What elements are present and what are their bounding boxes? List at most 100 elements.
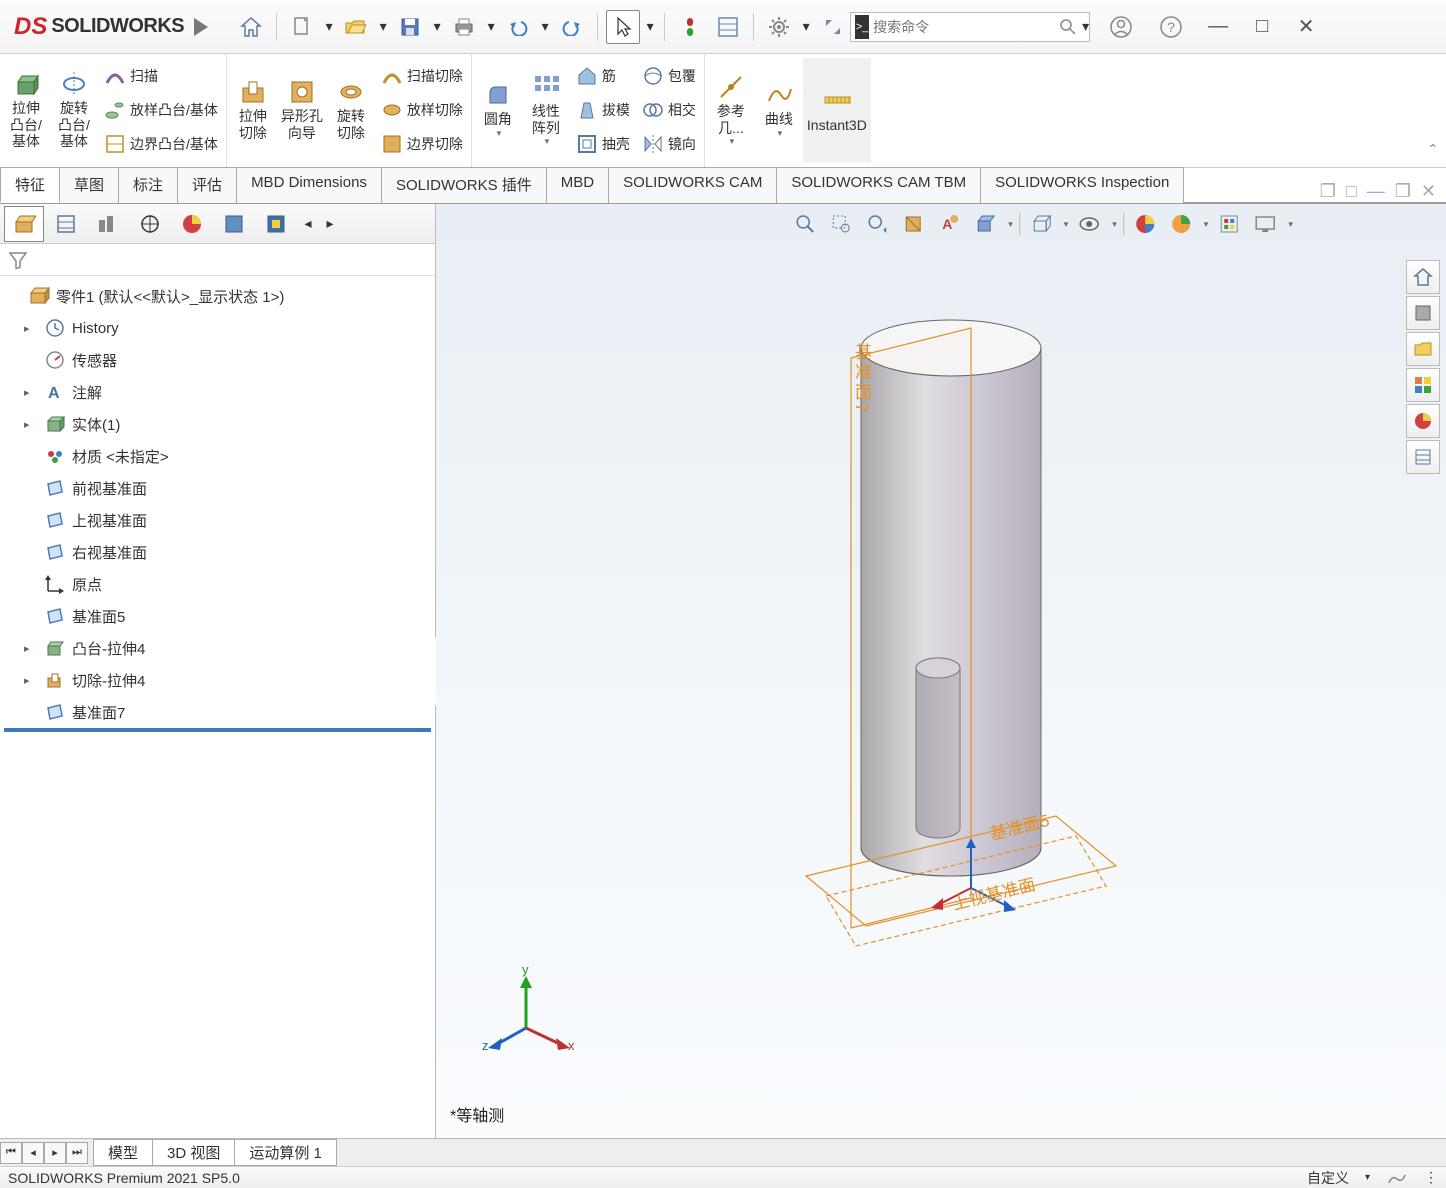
expand-icon[interactable]: ▸ — [24, 322, 38, 335]
btab-last[interactable]: ⏭ — [66, 1142, 88, 1164]
command-tab-8[interactable]: SOLIDWORKS CAM TBM — [776, 167, 981, 203]
settings-dropdown[interactable]: ▾ — [800, 18, 812, 35]
shell-button[interactable]: 抽壳 — [570, 127, 636, 161]
bottom-tab-2[interactable]: 运动算例 1 — [234, 1139, 337, 1166]
view-orientation-button[interactable] — [970, 210, 1000, 238]
hide-show-dropdown[interactable]: ▾ — [1112, 219, 1117, 230]
boundary-cut-button[interactable]: 边界切除 — [375, 127, 469, 161]
view-settings-button[interactable] — [1250, 210, 1280, 238]
expand-icon[interactable]: ▸ — [24, 386, 38, 399]
loft-cut-button[interactable]: 放样切除 — [375, 93, 469, 127]
expand-button[interactable] — [816, 10, 850, 44]
ref-geometry-button[interactable]: 参考 几...▾ — [707, 58, 755, 162]
resources-pane-button[interactable] — [1406, 296, 1440, 330]
scene-button[interactable] — [1166, 210, 1196, 238]
boundary-button[interactable]: 边界凸台/基体 — [98, 127, 224, 161]
revolve-boss-button[interactable]: 旋转 凸台/ 基体 — [50, 58, 98, 162]
tree-node-2[interactable]: ▸A注解 — [0, 376, 435, 408]
draft-button[interactable]: 拔模 — [570, 93, 636, 127]
appearances-pane-button[interactable] — [1406, 440, 1440, 474]
search-input[interactable] — [873, 19, 1054, 35]
tree-node-9[interactable]: 基准面5 — [0, 600, 435, 632]
mirror-button[interactable]: 镜向 — [636, 127, 702, 161]
search-icon[interactable] — [1054, 19, 1082, 35]
btab-first[interactable]: ⏮ — [0, 1142, 22, 1164]
status-more-icon[interactable]: ⋮ — [1424, 1169, 1438, 1186]
more-tabs-icon[interactable]: ◂ — [298, 206, 318, 242]
dynamic-annotation-button[interactable]: A — [934, 210, 964, 238]
section-view-button[interactable] — [898, 210, 928, 238]
tree-filter[interactable] — [0, 244, 435, 276]
tree-node-1[interactable]: 传感器 — [0, 344, 435, 376]
command-tab-0[interactable]: 特征 — [0, 167, 60, 203]
maximize-button[interactable]: □ — [1252, 17, 1272, 37]
doc-minimize-icon[interactable]: — — [1367, 181, 1385, 202]
doc-close-icon[interactable]: ✕ — [1421, 181, 1436, 202]
display-style-dropdown[interactable]: ▾ — [1064, 219, 1069, 230]
command-tab-5[interactable]: SOLIDWORKS 插件 — [381, 167, 547, 203]
rib-button[interactable]: 筋 — [570, 59, 636, 93]
rebuild-button[interactable] — [673, 10, 707, 44]
cam-manager-tab[interactable] — [214, 206, 254, 242]
select-dropdown[interactable]: ▾ — [644, 18, 656, 35]
tree-node-12[interactable]: 基准面7 — [0, 696, 435, 728]
expand-icon[interactable]: ▸ — [24, 642, 38, 655]
btab-prev[interactable]: ◂ — [22, 1142, 44, 1164]
zoom-area-button[interactable] — [826, 210, 856, 238]
sweep-button[interactable]: 扫描 — [98, 59, 224, 93]
tree-node-11[interactable]: ▸切除-拉伸4 — [0, 664, 435, 696]
property-manager-tab[interactable] — [46, 206, 86, 242]
extrude-cut-button[interactable]: 拉伸 切除 — [229, 58, 277, 162]
redo-button[interactable] — [555, 10, 589, 44]
help-button[interactable]: ? — [1154, 10, 1188, 44]
sweep-cut-button[interactable]: 扫描切除 — [375, 59, 469, 93]
save-dropdown[interactable]: ▾ — [431, 18, 443, 35]
command-tab-1[interactable]: 草图 — [59, 167, 119, 203]
more-tabs-right-icon[interactable]: ▸ — [320, 206, 340, 242]
search-box[interactable]: >_ ▾ — [850, 12, 1090, 42]
btab-next[interactable]: ▸ — [44, 1142, 66, 1164]
expand-icon[interactable]: ▸ — [24, 418, 38, 431]
doc-maximize-icon[interactable]: □ — [1346, 181, 1357, 202]
home-button[interactable] — [234, 10, 268, 44]
scene-dropdown[interactable]: ▾ — [1204, 219, 1209, 230]
tree-node-0[interactable]: ▸History — [0, 312, 435, 344]
extrude-boss-button[interactable]: 拉伸 凸台/ 基体 — [2, 58, 50, 162]
undo-dropdown[interactable]: ▾ — [539, 18, 551, 35]
tree-node-3[interactable]: ▸实体(1) — [0, 408, 435, 440]
hole-wizard-button[interactable]: 异形孔 向导 — [277, 58, 327, 162]
hide-show-button[interactable] — [1074, 210, 1104, 238]
render-button[interactable] — [1214, 210, 1244, 238]
close-button[interactable]: ✕ — [1296, 17, 1316, 37]
print-dropdown[interactable]: ▾ — [485, 18, 497, 35]
design-library-button[interactable] — [1406, 332, 1440, 366]
display-style-button[interactable] — [1026, 210, 1056, 238]
revolve-cut-button[interactable]: 旋转 切除 — [327, 58, 375, 162]
instant3d-button[interactable]: Instant3D — [803, 58, 871, 162]
fillet-button[interactable]: 圆角▾ — [474, 58, 522, 162]
status-grab-icon[interactable] — [1386, 1169, 1408, 1187]
tree-node-6[interactable]: 上视基准面 — [0, 504, 435, 536]
command-tab-7[interactable]: SOLIDWORKS CAM — [608, 167, 777, 203]
open-dropdown[interactable]: ▾ — [377, 18, 389, 35]
view-orientation-dropdown[interactable]: ▾ — [1008, 219, 1013, 230]
linear-pattern-button[interactable]: 线性 阵列▾ — [522, 58, 570, 162]
select-button[interactable] — [606, 10, 640, 44]
3d-viewport[interactable]: A ▾ ▾ ▾ ▾ ▾ — [436, 204, 1446, 1138]
expand-icon[interactable]: ▸ — [24, 674, 38, 687]
configuration-manager-tab[interactable] — [88, 206, 128, 242]
dimxpert-tab[interactable] — [130, 206, 170, 242]
prev-view-button[interactable] — [862, 210, 892, 238]
intersect-button[interactable]: 相交 — [636, 93, 702, 127]
tree-root[interactable]: 零件1 (默认<<默认>_显示状态 1>) — [0, 280, 435, 312]
feature-manager-tab[interactable] — [4, 206, 44, 242]
zoom-fit-button[interactable] — [790, 210, 820, 238]
home-pane-button[interactable] — [1406, 260, 1440, 294]
open-button[interactable] — [339, 10, 373, 44]
appearance-button[interactable] — [1130, 210, 1160, 238]
tree-node-7[interactable]: 右视基准面 — [0, 536, 435, 568]
command-tab-6[interactable]: MBD — [546, 167, 609, 203]
file-explorer-button[interactable] — [1406, 368, 1440, 402]
doc-restore-icon[interactable]: ❐ — [1395, 181, 1411, 202]
tree-node-5[interactable]: 前视基准面 — [0, 472, 435, 504]
